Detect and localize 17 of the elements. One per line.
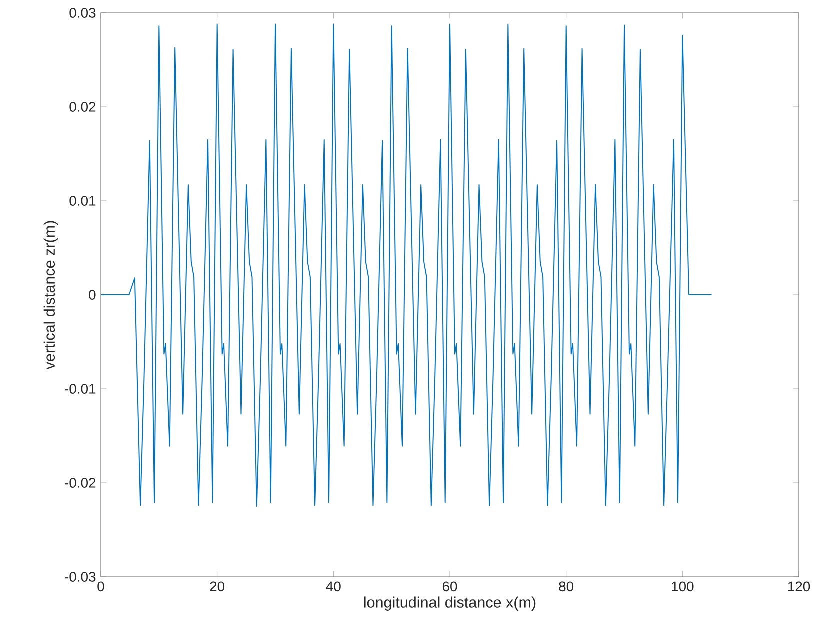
y-tick-label: 0.03: [70, 8, 96, 18]
y-tick-label: -0.02: [65, 478, 96, 488]
x-tick-label: 20: [210, 582, 225, 592]
x-axis-title: longitudinal distance x(m): [364, 596, 536, 611]
x-tick-label: 60: [442, 582, 458, 592]
y-tick-label: 0: [89, 290, 96, 300]
y-tick-label: -0.01: [65, 384, 96, 394]
y-axis-title: vertical distance zr(m): [44, 221, 58, 370]
x-tick-label: 120: [788, 582, 810, 592]
line-series: [101, 24, 712, 507]
x-tick-label: 40: [326, 582, 341, 592]
y-tick-label: -0.03: [65, 572, 96, 582]
x-tick-label: 80: [559, 582, 574, 592]
y-tick-label: 0.02: [70, 102, 96, 112]
x-tick-label: 100: [672, 582, 694, 592]
x-tick-label: 0: [98, 582, 104, 592]
y-tick-label: 0.01: [70, 196, 96, 206]
